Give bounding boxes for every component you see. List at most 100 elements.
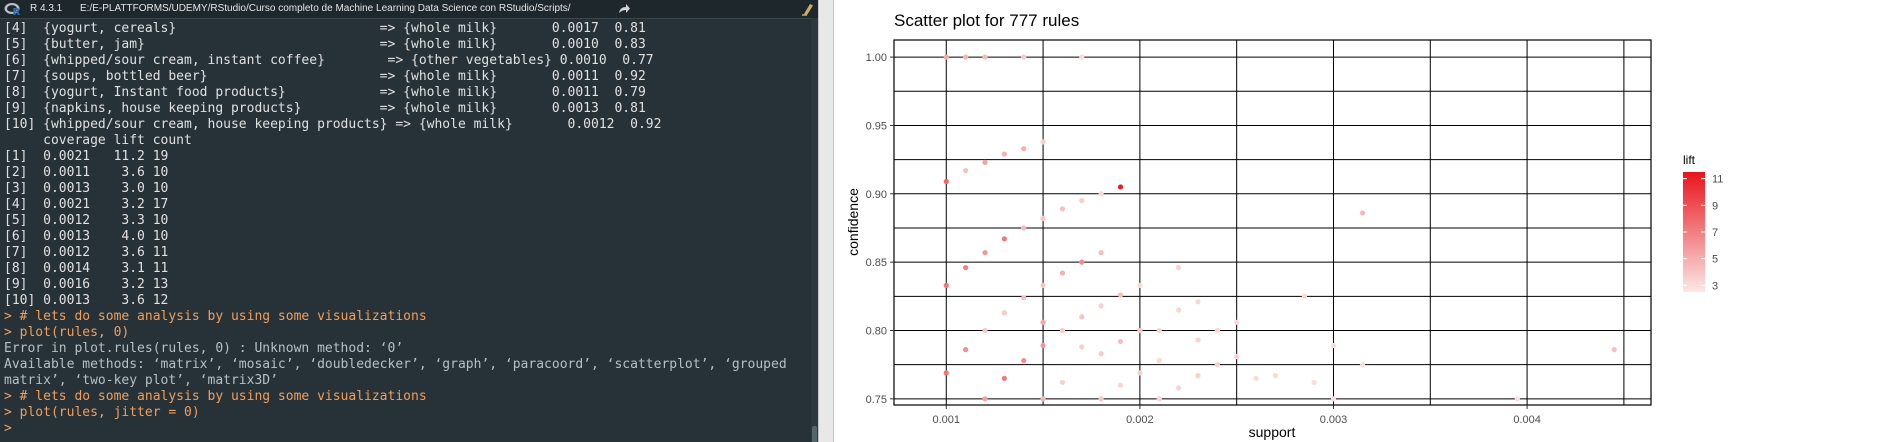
console-error-line: Available methods: ‘matrix’, ‘mosaic’, ‘… <box>4 357 787 372</box>
r-version-label: R 4.3.1 <box>30 3 63 14</box>
data-point <box>1079 198 1085 204</box>
data-point <box>1001 151 1007 157</box>
data-point <box>1214 327 1220 334</box>
data-point <box>1272 373 1279 379</box>
data-point <box>982 54 988 60</box>
data-point <box>982 159 988 165</box>
x-tick-label: 0.004 <box>1513 414 1541 426</box>
data-point <box>1117 292 1124 298</box>
data-point <box>1001 375 1007 381</box>
data-point <box>1059 327 1066 334</box>
data-point <box>1195 373 1201 379</box>
data-point <box>1079 54 1085 60</box>
data-point <box>1359 362 1366 368</box>
data-point <box>1156 327 1162 334</box>
go-to-directory-icon[interactable] <box>617 3 631 15</box>
data-point <box>1137 370 1143 376</box>
legend-tick-label: 7 <box>1712 227 1718 239</box>
legend-ticks: 3 5 7 9 11 <box>1683 174 1723 292</box>
console-scrollbar-thumb[interactable] <box>812 426 817 442</box>
data-point <box>1359 210 1366 216</box>
data-point <box>1040 282 1046 288</box>
console-output: [4] {yogurt, cereals} => {whole milk} 0.… <box>4 21 800 437</box>
data-point <box>982 396 988 402</box>
console-output-line: [10] {whipped/sour cream, house keeping … <box>4 117 662 132</box>
y-axis-label: confidence <box>845 188 861 256</box>
data-point <box>1040 342 1046 349</box>
svg-text:R: R <box>13 7 21 16</box>
data-point <box>1176 265 1182 271</box>
pane-splitter[interactable] <box>818 0 834 442</box>
console-output-line: [8] {yogurt, Instant food products} => {… <box>4 85 646 100</box>
data-point <box>1156 357 1162 364</box>
data-point <box>1059 379 1066 386</box>
data-point <box>1234 353 1240 360</box>
y-tick-label: 0.90 <box>866 189 887 201</box>
data-point <box>1040 396 1046 402</box>
data-point <box>1253 375 1259 381</box>
chart-title: Scatter plot for 777 rules <box>894 11 1079 30</box>
data-point <box>1330 342 1337 349</box>
console-error-line: matrix’, ‘two-key plot’, ‘matrix3D’ <box>4 373 278 388</box>
data-point <box>963 265 969 271</box>
data-point <box>1040 215 1046 221</box>
data-point <box>1176 385 1182 391</box>
r-console[interactable]: R R 4.3.1 E:/E-PLATTFORMS/UDEMY/RStudio/… <box>0 0 818 442</box>
data-point <box>943 370 949 376</box>
data-point <box>943 282 949 288</box>
clear-console-icon[interactable] <box>801 2 815 16</box>
console-output-line: [4] {yogurt, cereals} => {whole milk} 0.… <box>4 21 646 36</box>
data-point <box>1137 282 1143 288</box>
data-point <box>1176 307 1182 313</box>
legend-tick-label: 3 <box>1712 280 1718 292</box>
x-axis-label: support <box>1249 424 1296 440</box>
legend-colorbar <box>1683 172 1705 292</box>
scatter-plot: Scatter plot for 777 rules 0.001 0.002 0.0… <box>845 11 1723 440</box>
console-output-line: [6] {whipped/sour cream, instant coffee}… <box>4 53 654 68</box>
console-command-line: > # lets do some analysis by using some … <box>4 389 427 404</box>
legend-tick-label: 9 <box>1712 200 1718 212</box>
plots-pane: Scatter plot for 777 rules 0.001 0.002 0.0… <box>834 0 1899 442</box>
data-point <box>1117 184 1124 190</box>
console-output-line: [1] 0.0021 11.2 19 <box>4 149 169 164</box>
data-point <box>1098 303 1104 309</box>
data-point <box>1214 362 1220 368</box>
data-point <box>1311 379 1317 386</box>
plot-panel <box>893 39 1652 406</box>
data-point <box>1021 225 1027 231</box>
data-point <box>1001 236 1007 242</box>
console-scrollbar[interactable] <box>811 18 818 442</box>
data-point <box>1098 249 1104 256</box>
console-output-line: [7] {soups, bottled beer} => {whole milk… <box>4 69 646 84</box>
data-point <box>943 54 949 60</box>
data-point <box>1079 314 1085 320</box>
console-command-line: > plot(rules, jitter = 0) <box>4 405 200 420</box>
console-output-line: [2] 0.0011 3.6 10 <box>4 165 169 180</box>
data-point <box>943 178 949 185</box>
console-header: R R 4.3.1 E:/E-PLATTFORMS/UDEMY/RStudio/… <box>0 0 818 19</box>
data-point <box>1021 295 1027 301</box>
y-tick-label: 0.80 <box>866 325 887 337</box>
y-axis: 0.75 0.80 0.85 0.90 0.95 1.00 <box>866 52 894 406</box>
y-tick-label: 0.95 <box>866 120 887 132</box>
data-point <box>1098 191 1104 197</box>
data-point <box>1117 382 1124 388</box>
console-output-line: [4] 0.0021 3.2 17 <box>4 197 169 212</box>
data-point <box>1040 139 1046 145</box>
console-output-line: [5] 0.0012 3.3 10 <box>4 213 169 228</box>
x-tick-label: 0.003 <box>1320 414 1348 426</box>
x-tick-label: 0.002 <box>1126 414 1154 426</box>
data-point <box>1001 310 1007 316</box>
console-command-line: > plot(rules, 0) <box>4 325 130 340</box>
y-tick-label: 0.75 <box>866 394 887 406</box>
data-point <box>1098 396 1104 402</box>
data-point <box>1021 146 1027 152</box>
legend-tick-label: 11 <box>1712 174 1723 186</box>
console-output-line: [7] 0.0012 3.6 11 <box>4 245 169 260</box>
data-point <box>1514 396 1521 402</box>
working-directory-path: E:/E-PLATTFORMS/UDEMY/RStudio/Curso comp… <box>80 3 571 14</box>
data-point <box>1301 293 1308 299</box>
console-output-line: [9] 0.0016 3.2 13 <box>4 277 169 292</box>
y-tick-label: 1.00 <box>866 52 887 64</box>
r-logo-icon: R <box>4 3 21 16</box>
